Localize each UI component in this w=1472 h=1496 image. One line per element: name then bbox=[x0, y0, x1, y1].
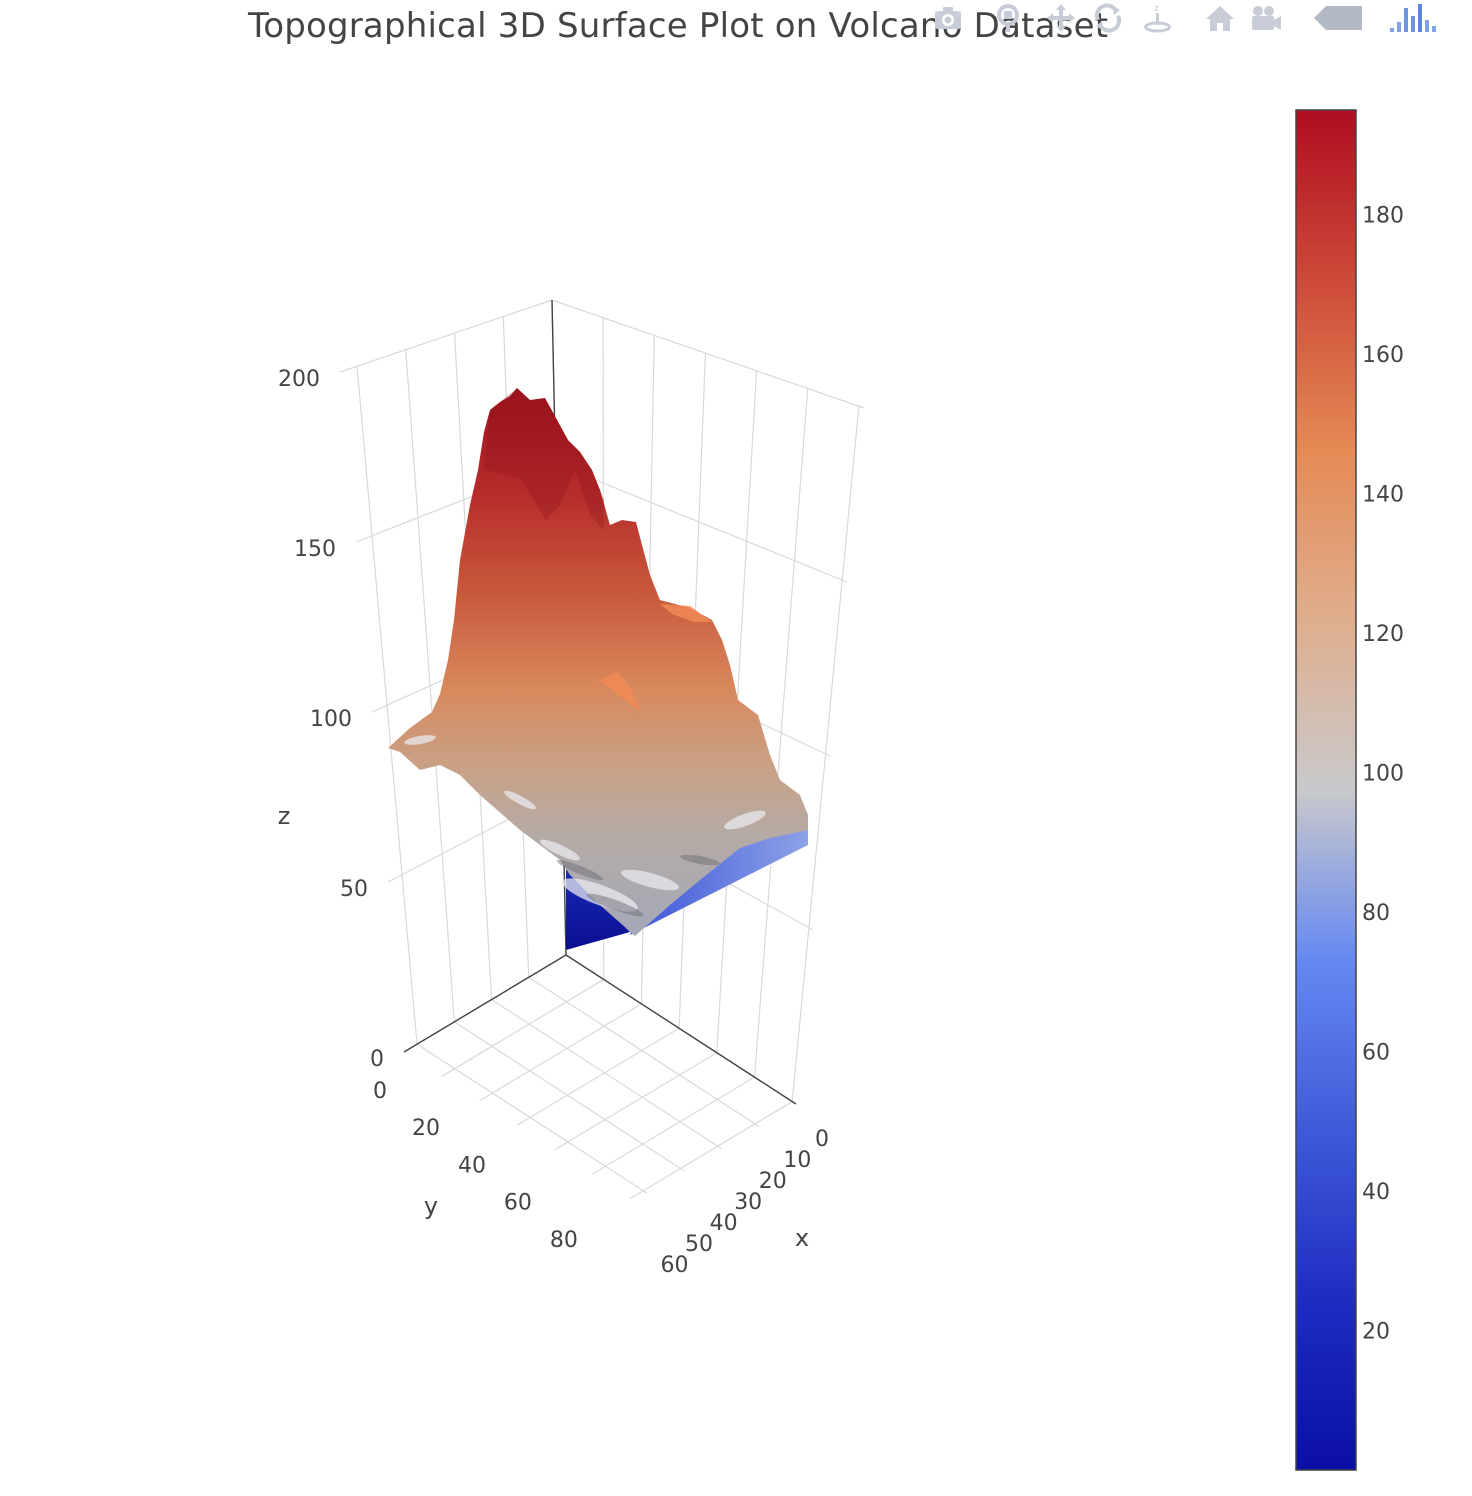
grid-line-x-floor bbox=[629, 1101, 793, 1200]
home-icon[interactable] bbox=[1202, 2, 1238, 34]
grid-line-x-floor bbox=[479, 1003, 642, 1102]
surface-shadow bbox=[484, 388, 604, 530]
x-tick-label: 40 bbox=[710, 1211, 738, 1236]
surface[interactable] bbox=[388, 388, 808, 950]
colorbar-tick-labels: 20 40 60 80 100 120 140 160 180 bbox=[1362, 204, 1404, 1345]
colorbar-tick-label: 20 bbox=[1362, 1320, 1390, 1345]
z-axis-title: z bbox=[278, 802, 291, 830]
colorbar-tick-label: 60 bbox=[1362, 1041, 1390, 1066]
axis-line bbox=[403, 954, 567, 1053]
x-tick-label: 20 bbox=[759, 1169, 787, 1194]
colorbar-tick-label: 180 bbox=[1362, 204, 1404, 229]
grid-line-x-wall bbox=[753, 388, 809, 1078]
z-tick-labels: 0 50 100 150 200 bbox=[278, 367, 384, 1072]
colorbar-tick-label: 140 bbox=[1362, 483, 1404, 508]
y-tick-label: 60 bbox=[504, 1191, 532, 1216]
grid-line-x-floor bbox=[516, 1027, 680, 1126]
y-axis-title: y bbox=[424, 1192, 438, 1220]
z-tick-label: 100 bbox=[310, 707, 352, 732]
surface-highlight bbox=[598, 672, 640, 712]
colorbar-tick-label: 160 bbox=[1362, 343, 1404, 368]
hover-toggle-icon[interactable] bbox=[1312, 2, 1364, 34]
grid-line-x-floor bbox=[441, 978, 605, 1077]
colorbar-gradient bbox=[1295, 109, 1357, 1471]
colorbar-tick-label: 40 bbox=[1362, 1180, 1390, 1205]
turntable-rotation-icon[interactable]: z bbox=[1140, 2, 1176, 34]
colorbar-tick-label: 80 bbox=[1362, 901, 1390, 926]
chart-title: Topographical 3D Surface Plot on Volcano… bbox=[248, 6, 1109, 46]
surface-highlight bbox=[660, 604, 712, 622]
x-tick-label: 0 bbox=[815, 1127, 829, 1152]
grid-line-y-floor bbox=[528, 976, 760, 1127]
grid-line-y-floor bbox=[491, 999, 722, 1150]
pan-icon[interactable] bbox=[1043, 2, 1079, 34]
grid-line-x-floor bbox=[554, 1052, 718, 1151]
modebar: z bbox=[930, 0, 1450, 36]
grid-line-y-floor bbox=[453, 1021, 685, 1172]
axis-line bbox=[565, 954, 797, 1105]
z-tick-label: 0 bbox=[370, 1047, 384, 1072]
surface-mesh bbox=[388, 388, 808, 936]
colorbar: 20 40 60 80 100 120 140 160 180 bbox=[1295, 109, 1404, 1471]
z-tick-label: 150 bbox=[294, 537, 336, 562]
plotly-logo-icon[interactable] bbox=[1388, 2, 1440, 34]
camera-icon[interactable] bbox=[930, 2, 966, 34]
surface-right-wall bbox=[630, 815, 808, 935]
svg-text:z: z bbox=[1154, 4, 1159, 14]
grid-line-x-wall bbox=[791, 406, 860, 1102]
orbit-rotation-icon[interactable] bbox=[1090, 2, 1126, 34]
z-tick-label: 50 bbox=[340, 877, 368, 902]
y-tick-label: 80 bbox=[550, 1228, 578, 1253]
y-tick-labels: 0 20 40 60 80 bbox=[373, 1079, 578, 1253]
surface-low-shadow bbox=[556, 854, 720, 917]
grid-line-z-right bbox=[555, 463, 848, 583]
x-tick-label: 30 bbox=[734, 1190, 762, 1215]
colorbar-tick-label: 120 bbox=[1362, 622, 1404, 647]
colorbar-tick-label: 100 bbox=[1362, 762, 1404, 787]
grid-line-y-floor bbox=[416, 1043, 648, 1194]
grid-line-z-right bbox=[551, 299, 865, 409]
x-axis-title: x bbox=[795, 1224, 809, 1252]
x-tick-label: 60 bbox=[661, 1253, 689, 1278]
y-tick-label: 20 bbox=[412, 1116, 440, 1141]
z-tick-label: 200 bbox=[278, 367, 320, 392]
x-tick-label: 50 bbox=[685, 1232, 713, 1257]
x-tick-label: 10 bbox=[783, 1148, 811, 1173]
y-tick-label: 40 bbox=[458, 1154, 486, 1179]
grid-line-z-left bbox=[339, 299, 553, 373]
camera-view-icon[interactable] bbox=[1248, 2, 1284, 34]
grid-line-x-floor bbox=[592, 1076, 755, 1175]
y-tick-label: 0 bbox=[373, 1079, 387, 1104]
zoom-icon[interactable] bbox=[992, 2, 1028, 34]
